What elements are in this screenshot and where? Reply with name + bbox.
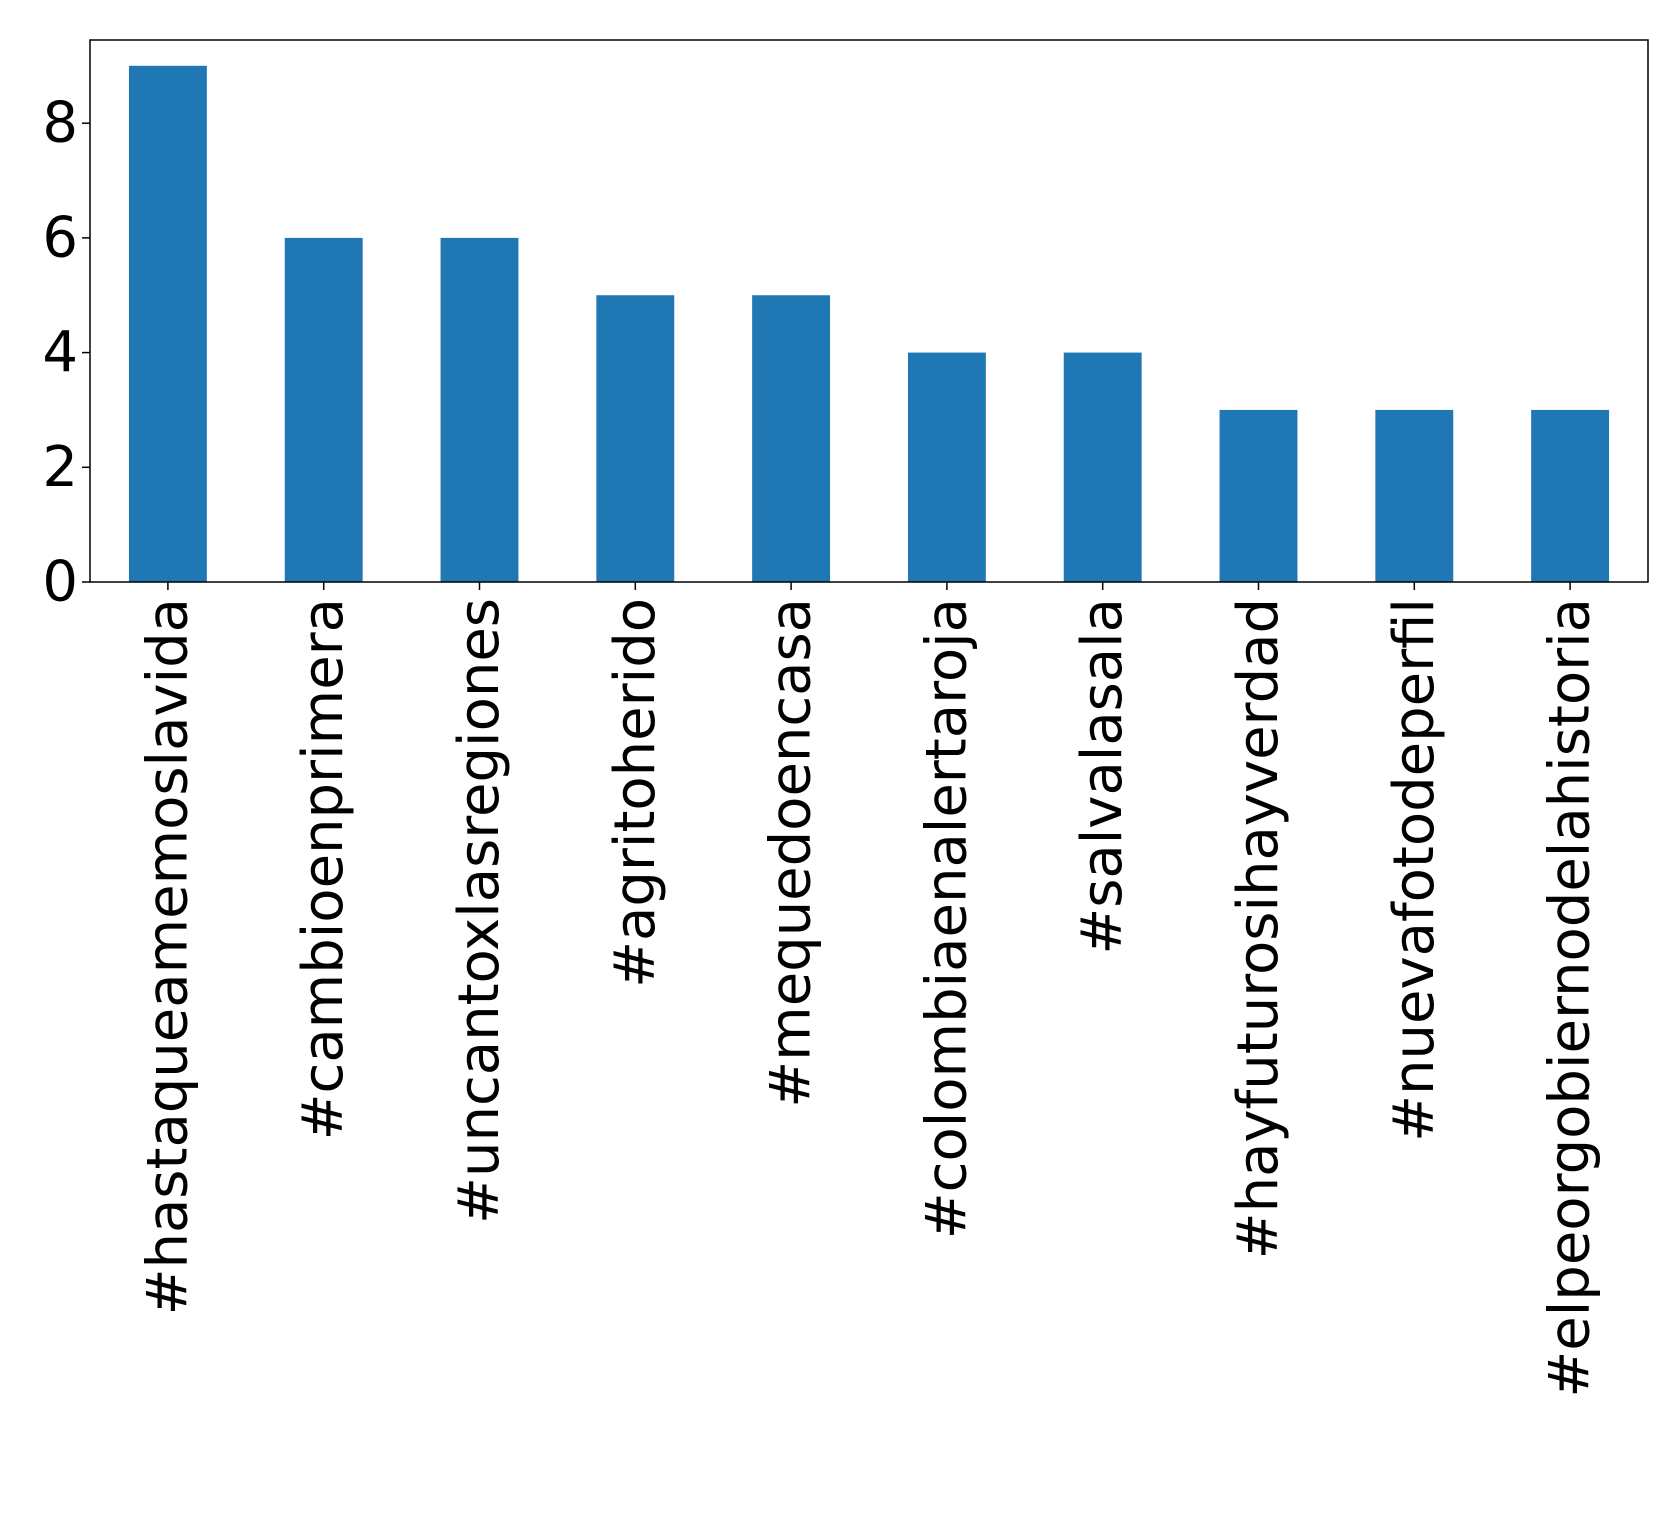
bar: [1531, 409, 1610, 582]
y-tick-label: 6: [42, 205, 78, 270]
bar: [1375, 409, 1454, 582]
bar: [907, 352, 986, 582]
x-tick-label: #nuevafotodeperfil: [1382, 598, 1447, 1142]
bar: [128, 65, 207, 583]
bar: [596, 295, 675, 582]
y-axis: 0 2 4 6 8: [42, 91, 90, 615]
plot-frame: [89, 39, 1649, 583]
y-tick-label: 4: [42, 320, 78, 385]
x-tick-label: #colombiaenalertaroja: [914, 598, 979, 1239]
bars-group: [128, 65, 1610, 583]
y-tick-label: 2: [42, 435, 78, 500]
x-tick-label: #hayfuturosihayverdad: [1226, 598, 1291, 1259]
y-tick-label: 8: [42, 91, 78, 156]
x-tick-label: #uncantoxlasregiones: [447, 598, 512, 1224]
y-tick-label: 0: [42, 550, 78, 615]
x-tick-label: #agritoherido: [603, 598, 668, 988]
bar: [284, 237, 363, 582]
x-axis: #hastaqueamemoslavida #cambioenprimera #un…: [135, 582, 1603, 1398]
bar: [440, 237, 519, 582]
x-tick-label: #elpeorgobiernodelahistoria: [1538, 598, 1603, 1398]
bar: [752, 295, 831, 582]
bar: [1219, 409, 1298, 582]
bar: [1063, 352, 1142, 582]
x-tick-label: #mequedoencasa: [759, 598, 824, 1108]
x-tick-label: #salvalasala: [1070, 598, 1135, 955]
x-tick-label: #hastaqueamemoslavida: [135, 598, 200, 1315]
x-tick-label: #cambioenprimera: [291, 598, 356, 1140]
